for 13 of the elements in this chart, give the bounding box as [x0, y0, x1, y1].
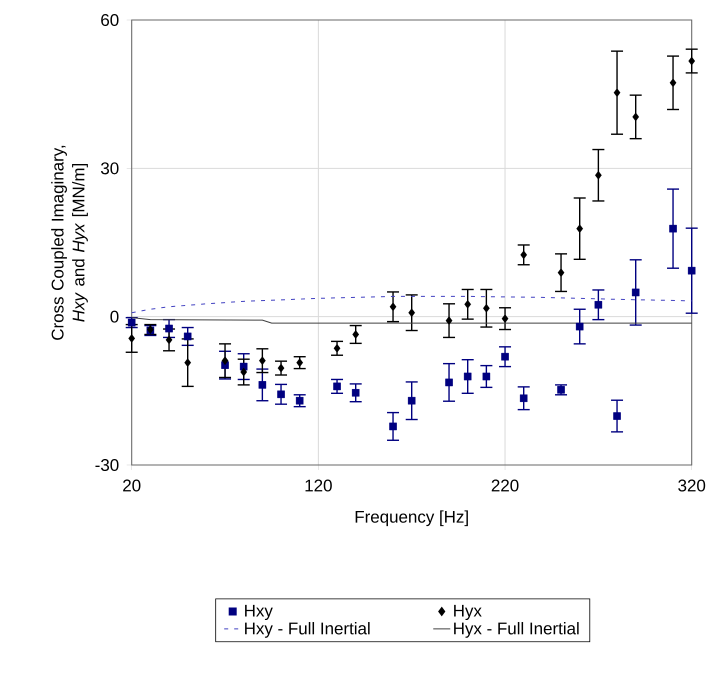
legend-label: Hyx - Full Inertial	[454, 622, 579, 638]
y-tick-label: 0	[110, 310, 119, 323]
x-tick-label: 120	[306, 480, 332, 492]
x-axis-title: Frequency [Hz]	[356, 510, 468, 526]
x-tick-label: 320	[678, 480, 706, 492]
x-tick-label: 220	[492, 480, 519, 492]
legend-label: Hxy	[245, 604, 273, 620]
y-tick-label: -30	[95, 459, 119, 471]
x-tick-label: 20	[123, 480, 140, 492]
legend-label: Hxy - Full Inertial	[245, 622, 370, 638]
y-tick-label: 30	[100, 162, 119, 174]
legend-label: Hyx	[454, 604, 482, 620]
y-tick-label: 60	[101, 14, 119, 26]
